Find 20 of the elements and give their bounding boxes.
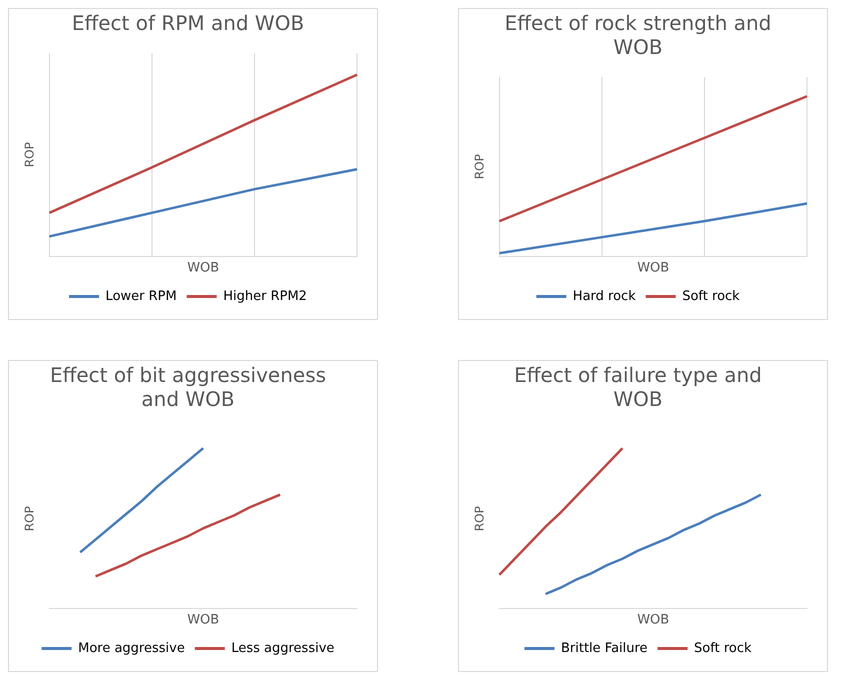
y-axis-title: ROP (22, 506, 36, 532)
x-axis-title: WOB (187, 260, 220, 276)
legend-label: Higher RPM2 (223, 288, 307, 304)
legend-label: Brittle Failure (560, 640, 648, 656)
y-axis-title: ROP (472, 506, 486, 532)
y-axis-title: ROP (22, 142, 36, 168)
chart-title: Effect of RPM and WOB (72, 11, 304, 36)
x-axis-title: WOB (187, 612, 220, 628)
chart-title: Effect of rock strength and WOB (504, 11, 772, 60)
legend-label: Soft rock (694, 640, 752, 656)
chart-title: Effect of bit aggressiveness and WOB (50, 363, 326, 412)
y-axis-title: ROP (472, 154, 486, 180)
legend-label: Soft rock (682, 288, 740, 304)
x-axis-title: WOB (637, 612, 670, 628)
legend-label: More aggressive (78, 640, 185, 656)
legend-label: Less aggressive (231, 640, 334, 656)
legend-label: Hard rock (572, 288, 636, 304)
chart-title: Effect of failure type and WOB (514, 363, 762, 412)
x-axis-title: WOB (637, 260, 670, 276)
legend-label: Lower RPM (106, 288, 177, 304)
